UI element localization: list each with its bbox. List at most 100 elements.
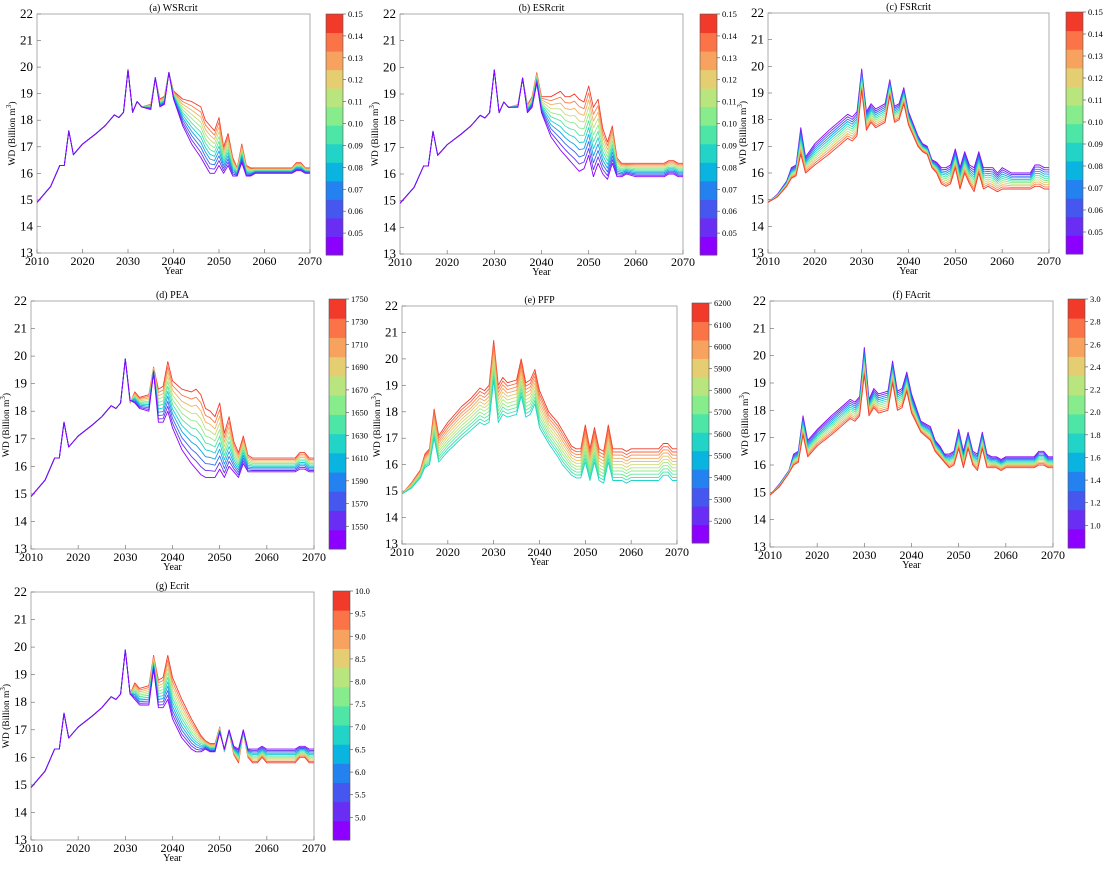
x-axis-label: Year [532, 267, 551, 278]
colorbar-frame [325, 13, 344, 256]
colorbar-segment [692, 432, 709, 452]
series-line [770, 360, 1053, 496]
colorbar-tick-label: 0.05 [722, 228, 737, 238]
colorbar-segment [1068, 375, 1085, 396]
colorbar-tick-label: 1610 [351, 453, 368, 463]
colorbar-frame [332, 590, 351, 841]
series-line [770, 357, 1053, 496]
colorbar-tick-label: 0.13 [1088, 51, 1103, 61]
x-tick-label: 2010 [19, 550, 43, 564]
y-tick-label: 19 [751, 85, 764, 100]
colorbar-segment [329, 375, 346, 396]
y-tick-label: 15 [753, 484, 766, 499]
colorbar-segment [1066, 30, 1083, 50]
y-tick-label: 18 [385, 404, 398, 419]
colorbar-segment [692, 376, 709, 396]
colorbar-tick-label: 0.14 [722, 31, 738, 41]
colorbar-tick-label: 1.2 [1090, 498, 1101, 508]
y-axis-label-end: ) [738, 101, 749, 104]
colorbar-tick-label: 0.15 [348, 9, 363, 19]
colorbar-tick-label: 5900 [714, 363, 731, 373]
colorbar-tick-label: 5.5 [355, 790, 366, 800]
colorbar-segment [1068, 318, 1085, 338]
y-tick-label: 22 [383, 6, 396, 21]
colorbar-segment [1068, 433, 1085, 453]
series-line [402, 363, 677, 495]
y-tick-label: 20 [385, 351, 398, 366]
colorbar-segment [1066, 49, 1083, 69]
colorbar-tick-label: 0.07 [722, 184, 737, 194]
colorbar-frame [328, 298, 347, 550]
y-tick-label: 21 [751, 32, 764, 47]
colorbar-tick-label: 6100 [714, 320, 731, 330]
x-tick-label: 2010 [19, 841, 43, 855]
x-axis-label: Year [163, 562, 182, 573]
colorbar-tick-label: 5.0 [355, 812, 366, 822]
colorbar-segment [692, 487, 709, 507]
x-tick-label: 2060 [255, 550, 279, 564]
colorbar-segment [692, 321, 709, 341]
x-tick-label: 2010 [388, 255, 412, 269]
y-axis-label-main: WD (Billion m [738, 107, 749, 165]
x-tick-label: 2040 [528, 545, 552, 559]
colorbar-segment [326, 236, 343, 256]
y-axis-label-sup: 3 [0, 687, 7, 691]
colorbar-tick-label: 0.12 [348, 75, 363, 85]
colorbar-tick-label: 9.5 [355, 609, 366, 619]
y-tick-label: 15 [383, 193, 396, 208]
colorbar-segment [700, 32, 717, 52]
colorbar-frame [691, 302, 710, 544]
colorbar-segment [326, 162, 343, 182]
colorbar-tick-label: 1670 [351, 385, 368, 395]
x-tick-label: 2050 [947, 548, 971, 562]
series-line [768, 79, 1049, 203]
y-tick-label: 16 [383, 166, 397, 181]
series-line [402, 355, 677, 495]
colorbar-segment [333, 782, 350, 803]
y-tick-label: 17 [753, 430, 767, 445]
x-axis-label: Year [899, 266, 918, 277]
series-line [770, 349, 1053, 496]
x-tick-label: 2020 [66, 841, 90, 855]
x-tick-label: 2030 [113, 841, 137, 855]
x-tick-label: 2070 [1041, 548, 1065, 562]
y-tick-label: 13 [751, 245, 764, 260]
x-tick-label: 2040 [900, 548, 924, 562]
y-tick-label: 20 [753, 348, 766, 363]
colorbar-tick-label: 6.0 [355, 767, 366, 777]
colorbar-segment [326, 69, 343, 89]
colorbar-segment [1066, 67, 1083, 87]
series-line-envelope [31, 649, 314, 788]
series-group [31, 649, 314, 788]
colorbar-tick-label: 1.4 [1090, 475, 1101, 485]
colorbar-tick-label: 0.06 [1088, 205, 1103, 215]
y-tick-label: 16 [751, 165, 765, 180]
series-line-envelope [402, 339, 677, 495]
y-tick-label: 22 [751, 5, 764, 20]
x-tick-label: 2020 [71, 254, 95, 268]
x-tick-label: 2030 [850, 254, 874, 268]
colorbar-segment [1066, 86, 1083, 106]
colorbar-tick-label: 0.12 [1088, 73, 1103, 83]
colorbar-segment [692, 358, 709, 378]
y-tick-label: 20 [383, 59, 396, 74]
colorbar-tick-label: 5800 [714, 385, 731, 395]
series-line [402, 367, 677, 495]
y-tick-label: 22 [385, 298, 398, 313]
x-tick-label: 2070 [302, 550, 326, 564]
y-tick-label: 19 [14, 667, 27, 682]
y-tick-label: 16 [14, 458, 28, 473]
colorbar-segment [1068, 509, 1085, 530]
colorbar-tick-label: 1590 [351, 476, 368, 486]
y-tick-label: 14 [751, 218, 765, 233]
series-line [770, 363, 1053, 496]
y-tick-label: 20 [751, 58, 764, 73]
colorbar-segment [692, 339, 709, 359]
colorbar-tick-label: 0.09 [722, 140, 737, 150]
colorbar-tick-label: 1710 [351, 339, 368, 349]
series-line-envelope [770, 374, 1053, 496]
colorbar-segment [700, 106, 717, 126]
series-line [770, 371, 1053, 496]
